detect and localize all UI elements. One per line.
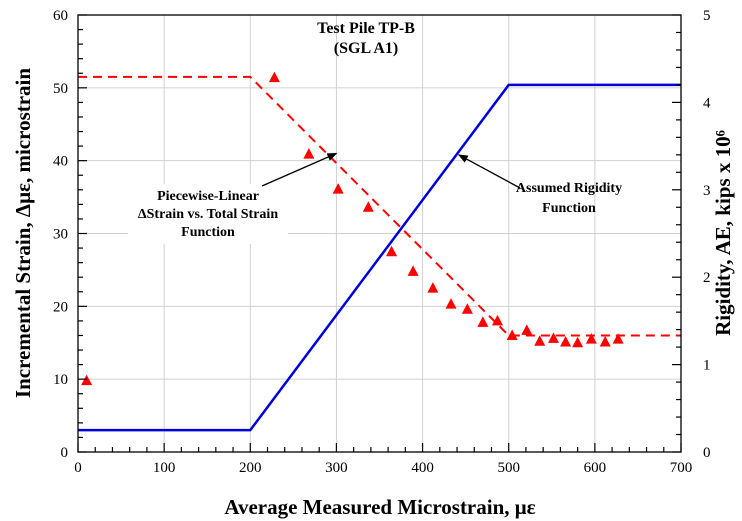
x-tick-label: 0 [74, 460, 82, 476]
y-tick-label: 0 [61, 445, 69, 461]
y2-tick-label: 0 [703, 445, 711, 461]
annotations: Piecewise-Linear ΔStrain vs. Total Strain… [128, 152, 622, 244]
data-point-triangle [407, 265, 419, 276]
data-point-triangle [461, 303, 473, 314]
annotation-text: Piecewise-Linear [157, 189, 259, 204]
annotation-text: ΔStrain vs. Total Strain [138, 207, 278, 222]
y-tick-label: 10 [53, 372, 68, 388]
chart-subtitle: (SGL A1) [334, 40, 398, 57]
data-point-triangle [477, 316, 489, 327]
annotation-background [128, 184, 288, 244]
labels: Test Pile TP-B (SGL A1) Average Measured… [11, 20, 735, 519]
data-point-triangle [560, 336, 572, 347]
x-tick-label: 300 [325, 460, 348, 476]
grid [78, 15, 681, 452]
y2-tick-label: 2 [703, 270, 711, 286]
x-tick-label: 100 [153, 460, 176, 476]
y2-tick-label: 5 [703, 8, 711, 24]
data-point-triangle [303, 148, 315, 159]
x-axis-title: Average Measured Microstrain, με [224, 495, 535, 519]
data-point-triangle [386, 245, 398, 257]
y2-tick-label: 3 [703, 183, 711, 199]
annotation-arrow [457, 154, 521, 189]
strain-function-line [78, 75, 681, 337]
data-point-triangle [332, 183, 344, 194]
y-tick-label: 20 [53, 299, 68, 315]
data-point-triangle [534, 335, 546, 346]
data-point-triangle [585, 333, 597, 344]
data-point-triangle [521, 324, 533, 335]
y2-tick-label: 1 [703, 358, 711, 374]
x-tick-label: 700 [670, 460, 693, 476]
y2-axis-title: Rigidity, AE, kips x 10⁶ [711, 130, 735, 336]
data-point-triangle [492, 314, 504, 326]
data-point-triangle [572, 336, 584, 348]
y-tick-label: 30 [53, 227, 68, 243]
y-tick-label: 40 [53, 154, 68, 170]
y-tick-label: 60 [53, 8, 68, 24]
series-layer [78, 71, 681, 432]
axes: 0 100 200 300 400 500 600 700010203040506001234… [53, 8, 711, 476]
annotation-text: Assumed Rigidity [516, 181, 622, 196]
x-tick-label: 400 [411, 460, 434, 476]
chart-title: Test Pile TP-B [317, 20, 415, 37]
annotation-arrow [261, 152, 338, 187]
x-tick-label: 200 [239, 460, 262, 476]
data-point-triangle [599, 336, 611, 347]
data-point-triangle [548, 332, 560, 343]
y2-tick-label: 4 [703, 95, 711, 111]
x-tick-label: 600 [584, 460, 607, 476]
data-point-triangle [362, 201, 374, 212]
y-axis-title: Incremental Strain, Δμε, microstrain [11, 68, 35, 398]
annotation-text: Function [181, 225, 235, 240]
data-point-triangle [81, 374, 93, 386]
data-point-triangle [268, 71, 280, 83]
x-tick-label: 500 [497, 460, 520, 476]
data-point-triangle [445, 298, 457, 309]
annotation-text: Function [542, 201, 596, 216]
rigidity-function-line [78, 83, 681, 432]
data-point-triangle [427, 282, 439, 293]
y-tick-label: 50 [53, 81, 68, 97]
data-point-triangle [612, 333, 624, 344]
